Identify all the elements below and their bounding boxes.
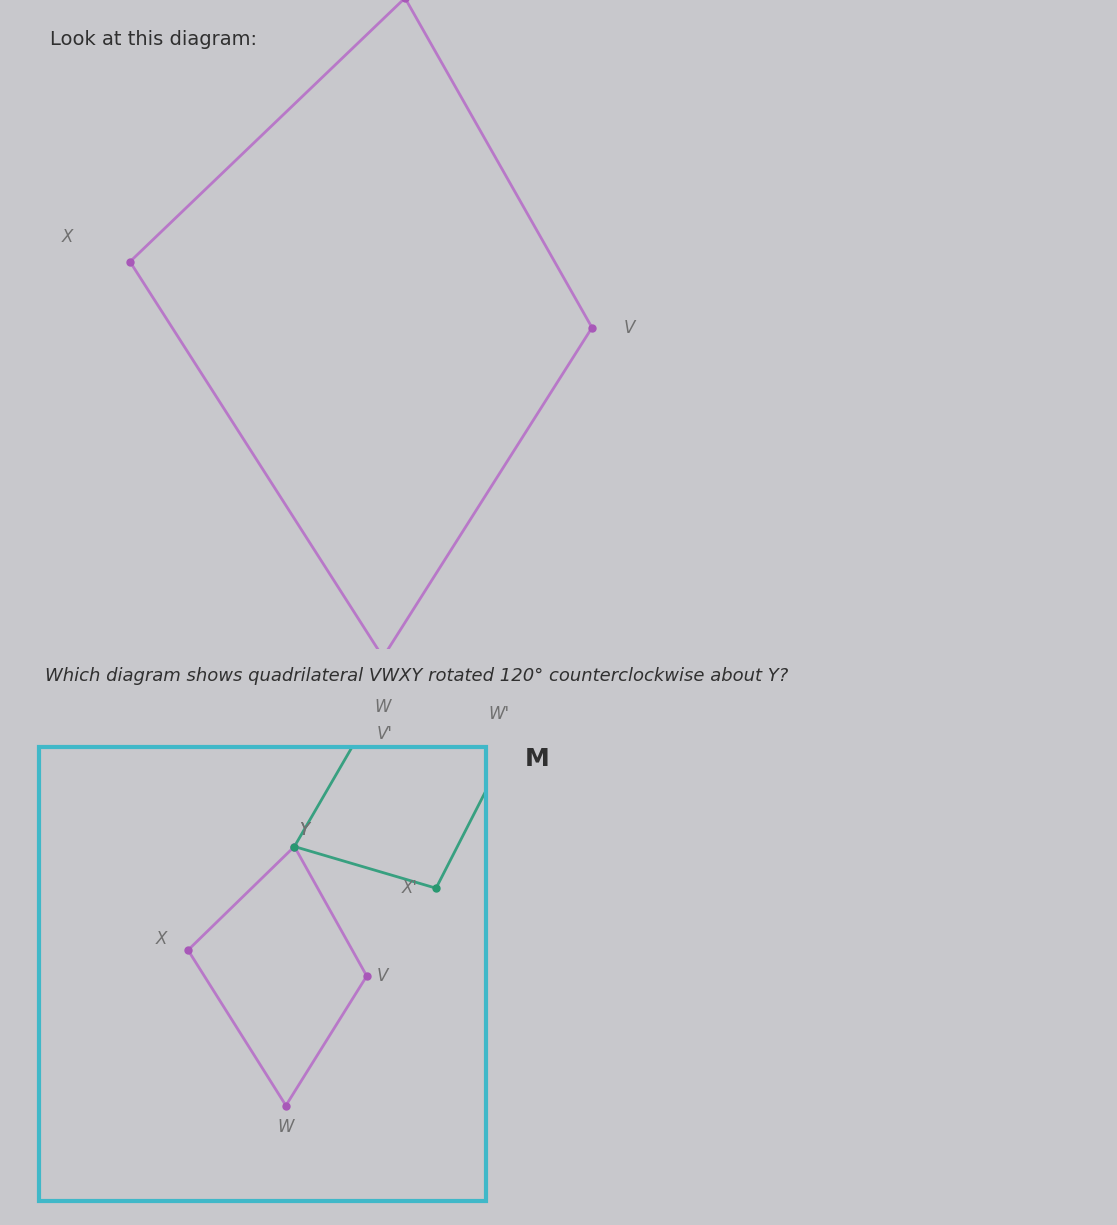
Text: W': W' — [488, 704, 509, 723]
Text: V: V — [623, 318, 636, 337]
Text: X: X — [61, 228, 74, 246]
Text: Look at this diagram:: Look at this diagram: — [50, 29, 257, 49]
Text: Y: Y — [300, 821, 311, 839]
Text: V': V' — [376, 725, 393, 744]
Text: Y: Y — [300, 821, 311, 839]
Text: M: M — [525, 747, 550, 772]
Text: W: W — [374, 698, 391, 717]
Text: X': X' — [401, 880, 418, 897]
Text: W: W — [278, 1118, 294, 1136]
Text: X: X — [155, 930, 168, 948]
Text: Which diagram shows quadrilateral VWXY rotated 120° counterclockwise about Y?: Which diagram shows quadrilateral VWXY r… — [45, 668, 787, 685]
Text: V: V — [378, 967, 389, 985]
